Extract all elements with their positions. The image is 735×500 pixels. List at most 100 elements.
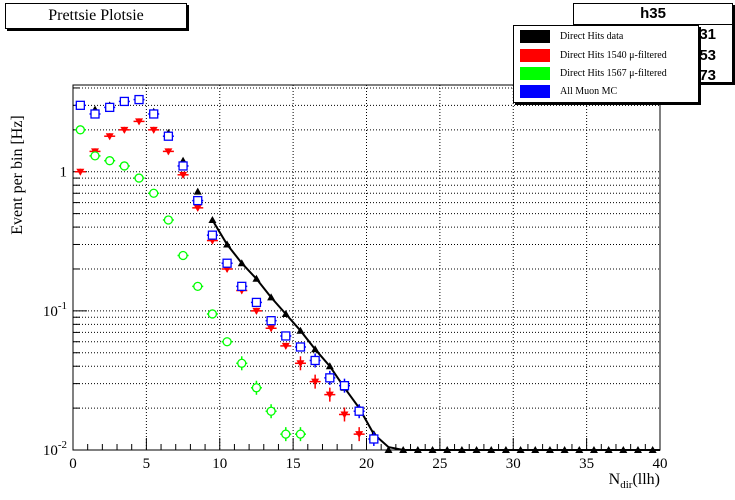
data-point [206, 230, 218, 240]
x-tick-label: 10 [212, 456, 227, 472]
data-point [280, 331, 292, 341]
data-point [162, 215, 174, 225]
data-point [619, 446, 628, 453]
data-point [221, 258, 233, 268]
data-point [206, 309, 218, 319]
data-point [133, 173, 145, 183]
y-tick-label: 10-1 [43, 300, 67, 320]
data-point [309, 353, 321, 368]
legend-item-1540-filtered: Direct Hits 1540 μ-filtered [520, 47, 667, 63]
stats-value-1: 31 [699, 26, 716, 43]
legend: Direct Hits data Direct Hits 1540 μ-filt… [513, 25, 699, 103]
data-point [162, 148, 174, 156]
data-point [265, 316, 277, 326]
data-points [74, 94, 657, 453]
plot-title-box: Prettsie Plotsie [5, 3, 187, 29]
data-point [177, 161, 189, 171]
data-point [399, 446, 408, 453]
data-point [413, 446, 422, 453]
data-point [208, 215, 217, 223]
data-point [104, 156, 116, 166]
data-point [309, 374, 321, 389]
data-point [472, 446, 481, 453]
data-point [589, 446, 598, 453]
grid-lines [73, 85, 660, 450]
x-axis-label: Ndir(llh) [609, 471, 660, 491]
x-tick-label: 20 [359, 456, 374, 472]
legend-label: Direct Hits 1567 μ-filtered [560, 67, 667, 79]
data-point [280, 342, 292, 350]
legend-item-direct-hits-data: Direct Hits data [520, 28, 623, 44]
data-point [265, 404, 277, 419]
data-point [118, 96, 130, 107]
data-point [368, 431, 380, 446]
x-tick-label: 0 [69, 456, 77, 472]
data-point [221, 337, 233, 347]
data-point [294, 427, 306, 442]
data-point [236, 356, 248, 371]
legend-label: All Muon MC [560, 85, 618, 97]
x-axis-label-sub: dir [620, 479, 633, 491]
y-tick-label: 1 [60, 165, 68, 181]
data-point [294, 356, 306, 371]
y-axis-label: Event per bin [Hz] [9, 115, 26, 235]
x-axis-label-main: N [609, 471, 621, 488]
x-tick-label: 5 [143, 456, 151, 472]
data-point [324, 370, 336, 385]
x-tick-label: 40 [653, 456, 668, 472]
data-point [294, 342, 306, 352]
data-point [177, 250, 189, 261]
data-point [311, 345, 320, 353]
data-point [250, 380, 262, 395]
data-point [428, 446, 437, 453]
legend-swatch [520, 84, 550, 98]
data-point [296, 326, 305, 334]
data-point [560, 446, 569, 453]
data-point [325, 362, 334, 370]
data-point [74, 168, 86, 176]
data-point [133, 94, 145, 105]
x-tick-labels: 0 5 10 15 20 25 30 35 40 [69, 456, 667, 472]
data-point [104, 102, 116, 113]
data-point [177, 171, 189, 179]
y-tick-label: 10-2 [43, 439, 67, 459]
data-point [192, 195, 204, 206]
data-curve [211, 219, 660, 451]
data-point [457, 446, 466, 453]
stats-value-2: 53 [699, 47, 716, 64]
x-axis-label-suffix: (llh) [632, 471, 660, 488]
data-point [531, 446, 540, 453]
x-tick-label: 25 [432, 456, 447, 472]
data-point [501, 446, 510, 453]
data-point [353, 404, 365, 419]
data-point [250, 307, 262, 315]
stats-value-3: 73 [699, 67, 716, 84]
data-point [148, 109, 160, 119]
legend-swatch [520, 29, 550, 43]
legend-swatch [520, 66, 550, 80]
data-point [265, 325, 277, 333]
data-point [648, 446, 657, 453]
data-point [633, 446, 642, 453]
data-point [89, 109, 101, 119]
x-tick-label: 15 [286, 456, 301, 472]
data-point [193, 187, 202, 195]
mc-curve [211, 219, 660, 451]
data-point [338, 378, 350, 393]
data-point [487, 446, 496, 453]
data-point [104, 133, 116, 141]
data-point [604, 446, 613, 453]
data-point [250, 297, 262, 308]
data-point [384, 446, 393, 453]
data-point [192, 281, 204, 292]
data-point [74, 100, 86, 110]
data-point [118, 126, 130, 134]
data-point [324, 387, 336, 402]
data-point [443, 446, 452, 453]
data-point [74, 125, 86, 135]
data-point [223, 240, 232, 248]
data-point [280, 427, 292, 442]
legend-label: Direct Hits data [560, 30, 624, 42]
x-tick-label: 35 [579, 456, 594, 472]
